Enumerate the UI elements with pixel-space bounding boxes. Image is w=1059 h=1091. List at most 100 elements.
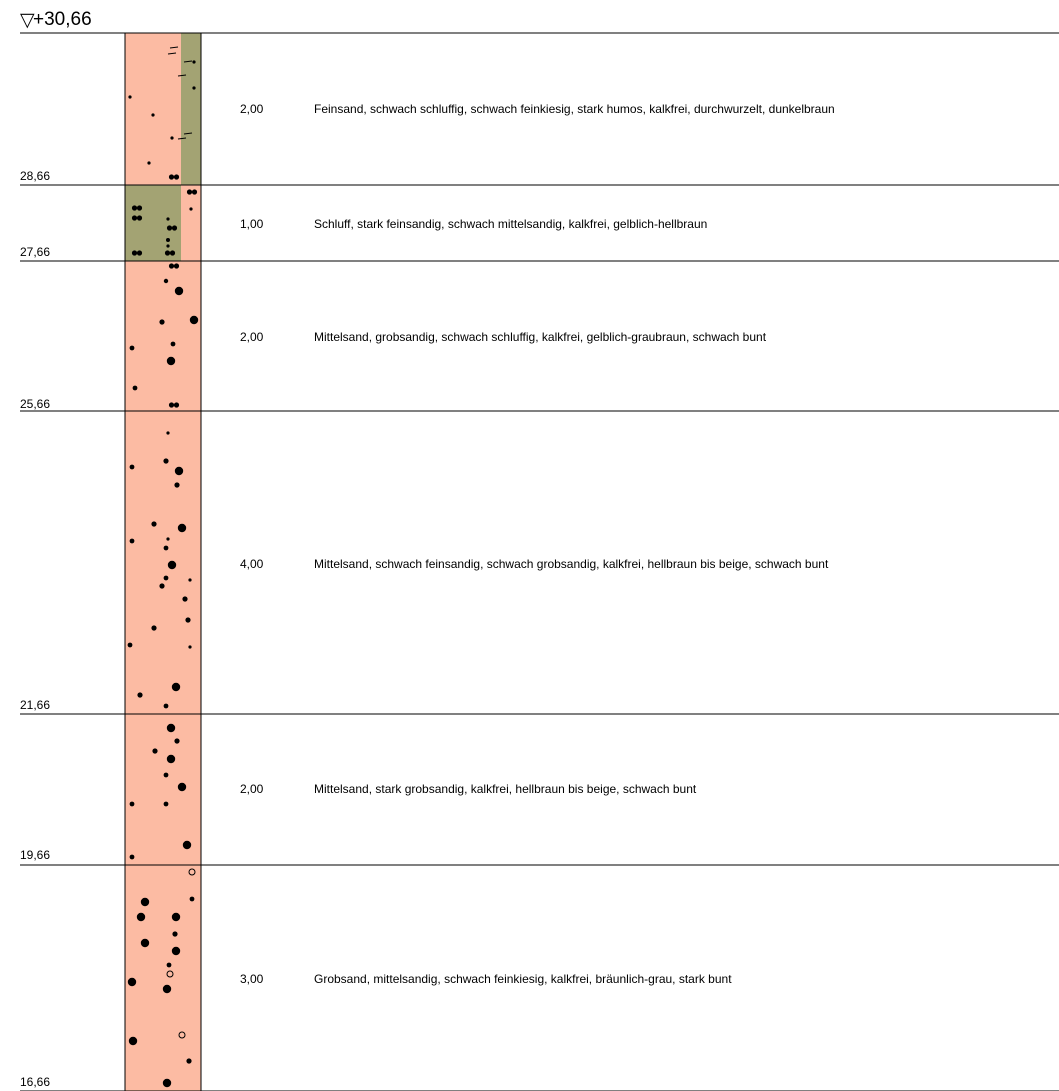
grain-dot	[174, 482, 180, 488]
grain-dot	[140, 897, 150, 907]
grain-dot	[192, 60, 196, 64]
grain-dot	[129, 801, 135, 807]
double-grain	[168, 263, 175, 269]
grain-dot	[151, 521, 157, 527]
grain-dot	[163, 772, 169, 778]
grain-dot	[177, 782, 187, 792]
grain-dot	[166, 244, 170, 248]
grain-dot	[137, 692, 143, 698]
grain-dot	[163, 458, 169, 464]
grain-dot	[136, 912, 146, 922]
grain-dot	[166, 356, 176, 366]
grain-dot	[127, 642, 133, 648]
layer-3-thickness: 2,00	[240, 330, 264, 344]
grain-dot	[162, 1078, 172, 1088]
layer-boundaries	[20, 32, 1059, 1091]
grain-dot	[188, 578, 192, 582]
layer-5-bottom-elevation: 19,66	[20, 848, 50, 862]
grain-dot	[162, 984, 172, 994]
silt-dash	[177, 74, 187, 77]
grain-dot	[166, 537, 170, 541]
silt-dash	[183, 132, 193, 135]
grain-dot	[163, 575, 169, 581]
grain-dot	[151, 113, 155, 117]
layer-3-fill	[125, 261, 201, 411]
layer-4-fill	[125, 411, 201, 714]
grain-dot	[189, 207, 193, 211]
top-elevation-marker: ▽	[20, 10, 35, 31]
layer-symbols	[127, 46, 199, 1088]
grain-dot	[166, 754, 176, 764]
grain-dot	[177, 523, 187, 533]
grain-dot	[159, 319, 165, 325]
grain-dot	[129, 345, 135, 351]
grain-dot	[174, 466, 184, 476]
grain-dot	[163, 801, 169, 807]
layer-4-bottom-elevation: 21,66	[20, 698, 50, 712]
grain-dot	[132, 385, 138, 391]
double-grain	[168, 174, 175, 180]
grain-dot	[166, 431, 170, 435]
silt-dash	[169, 46, 179, 49]
grain-dot	[185, 617, 191, 623]
layer-5-description: Mittelsand, stark grobsandig, kalkfrei, …	[314, 782, 697, 796]
grain-dot	[127, 977, 137, 987]
grain-dot	[159, 583, 165, 589]
grain-dot	[163, 278, 169, 284]
double-grain	[186, 189, 193, 195]
grain-dot	[189, 896, 195, 902]
grain-dot	[163, 703, 169, 709]
grain-dot	[188, 645, 192, 649]
grain-dot	[189, 315, 199, 325]
grain-dot	[151, 625, 157, 631]
double-grain	[136, 215, 143, 221]
grain-dot	[166, 238, 170, 242]
layer-6-thickness: 3,00	[240, 972, 264, 986]
grain-dot	[167, 560, 177, 570]
double-grain	[136, 250, 143, 256]
grain-dot	[171, 946, 181, 956]
grain-dot	[182, 840, 192, 850]
layer-2-sand-strip	[181, 185, 201, 261]
grain-dot	[170, 136, 174, 140]
layer-3-description: Mittelsand, grobsandig, schwach schluffi…	[314, 330, 767, 344]
grain-dot	[170, 341, 176, 347]
double-grain	[164, 250, 171, 256]
grain-dot	[174, 738, 180, 744]
top-elevation-label: +30,66	[33, 9, 92, 30]
layer-1-silt-strip	[181, 33, 201, 185]
double-grain	[131, 215, 138, 221]
layer-2-description: Schluff, stark feinsandig, schwach mitte…	[314, 217, 707, 231]
silt-dash	[183, 60, 193, 63]
double-grain	[169, 250, 176, 256]
layer-5-thickness: 2,00	[240, 782, 264, 796]
layer-2-thickness: 1,00	[240, 217, 264, 231]
silt-dash	[177, 137, 187, 140]
gravel-ring	[188, 868, 196, 876]
grain-dot	[171, 682, 181, 692]
layer-6-bottom-elevation: 16,66	[20, 1075, 50, 1089]
grain-dot	[186, 1058, 192, 1064]
grain-dot	[171, 912, 181, 922]
double-grain	[131, 250, 138, 256]
double-grain	[136, 205, 143, 211]
grain-dot	[166, 962, 172, 968]
layer-1-thickness: 2,00	[240, 102, 264, 116]
grain-dot	[147, 161, 151, 165]
grain-dot	[128, 95, 132, 99]
layer-3-bottom-elevation: 25,66	[20, 397, 50, 411]
grain-dot	[129, 464, 135, 470]
double-grain	[173, 402, 180, 408]
layer-4-thickness: 4,00	[240, 557, 264, 571]
grain-dot	[128, 1036, 138, 1046]
grain-dot	[166, 217, 170, 221]
layer-4-description: Mittelsand, schwach feinsandig, schwach …	[314, 557, 829, 571]
grain-dot	[140, 938, 150, 948]
grain-dot	[182, 596, 188, 602]
grain-dot	[163, 545, 169, 551]
double-grain	[171, 225, 178, 231]
grain-dot	[152, 748, 158, 754]
double-grain	[166, 225, 173, 231]
double-grain	[168, 402, 175, 408]
grain-dot	[166, 723, 176, 733]
